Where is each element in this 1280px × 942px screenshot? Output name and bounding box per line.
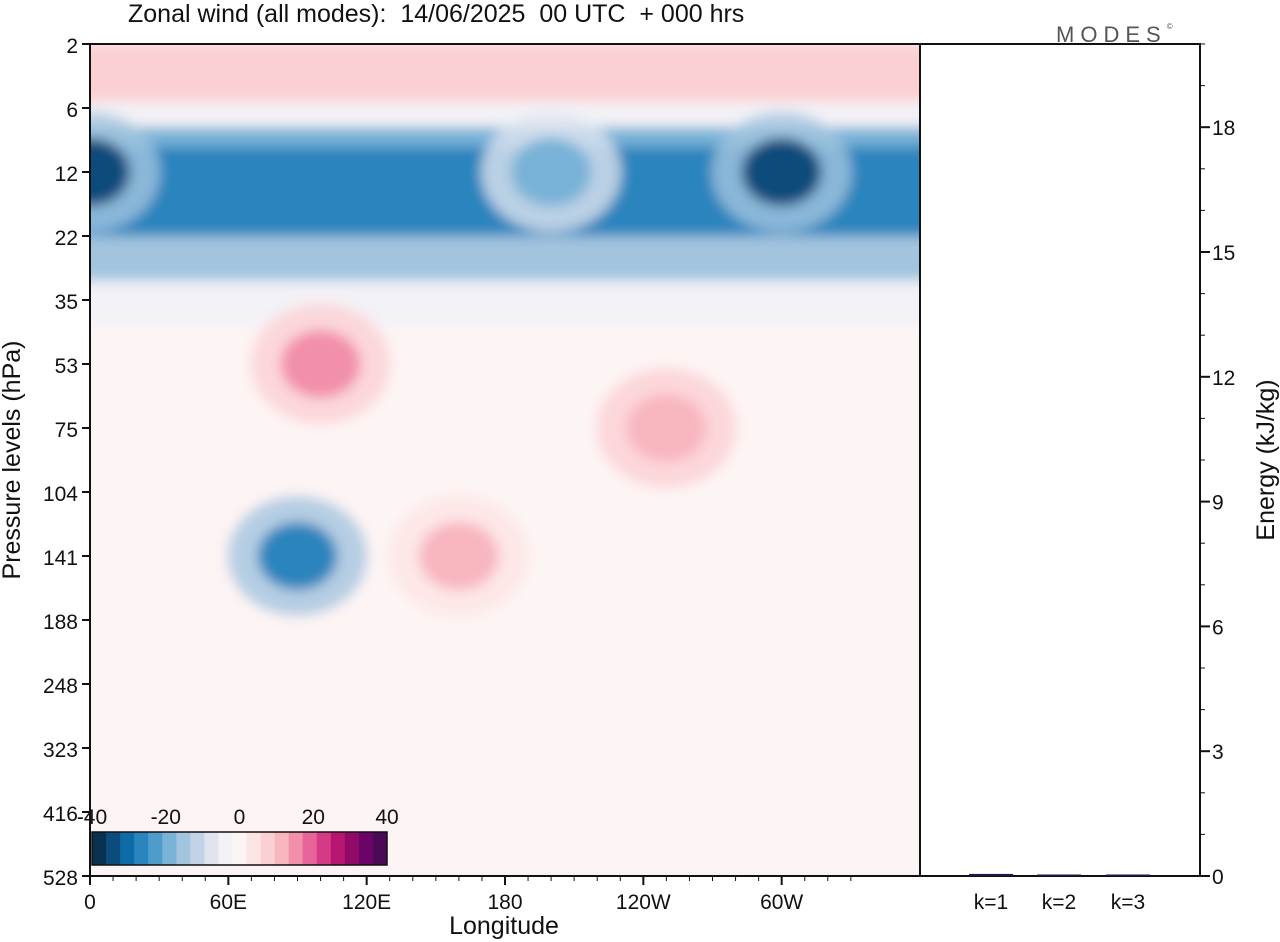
colorbar-swatch xyxy=(204,832,219,865)
longitude-axis: 0 60E 120E 180 120W 60W xyxy=(84,876,852,914)
y-tick-label: 188 xyxy=(43,611,78,634)
pressure-axis: 2 6 12 22 35 53 75 104 141 188 248 323 416 528 xyxy=(43,35,90,890)
modes-logo: MODES© xyxy=(1056,22,1173,48)
colorbar-swatch xyxy=(120,832,135,865)
y-tick-label: 12 xyxy=(55,163,78,186)
colorbar-swatch xyxy=(92,832,107,865)
colorbar-swatch xyxy=(288,832,304,865)
colorbar-swatch xyxy=(176,832,191,865)
y-tick-label: 75 xyxy=(55,419,78,442)
x-tick-label: 120E xyxy=(342,891,391,914)
chart-title: Zonal wind (all modes): 14/06/2025 00 UT… xyxy=(128,0,745,28)
energy-tick-label: 0 xyxy=(1212,866,1224,889)
y-tick-label: 6 xyxy=(66,99,78,122)
colorbar-tick-label: 0 xyxy=(234,806,246,829)
colorbar-tick-label: -40 xyxy=(77,806,107,829)
colorbar-swatch xyxy=(358,832,374,865)
field-feature-core xyxy=(257,522,338,590)
field-feature-core xyxy=(280,330,361,398)
field-feature-core xyxy=(418,522,499,590)
energy-chart: 0 3 6 9 12 15 18 k=1 k=2 k=3 xyxy=(969,43,1235,914)
colorbar-tick-label: 40 xyxy=(375,806,398,829)
field-feature-core xyxy=(511,138,592,206)
energy-bar xyxy=(1037,874,1081,876)
y-axis-label: Pressure levels (hPa) xyxy=(0,341,26,580)
y-tick-label: 35 xyxy=(55,291,78,314)
colorbar-swatch xyxy=(330,832,346,865)
y-tick-label: 248 xyxy=(43,675,78,698)
colorbar-swatch xyxy=(260,832,276,865)
colorbar-tick-label: -20 xyxy=(151,806,181,829)
x-axis-label: Longitude xyxy=(449,912,559,940)
energy-tick-label: 3 xyxy=(1212,741,1224,764)
y-tick-label: 104 xyxy=(43,483,78,506)
logo-mark: © xyxy=(1166,22,1173,31)
colorbar-swatch xyxy=(134,832,149,865)
energy-tick-label: 9 xyxy=(1212,492,1224,515)
energy-axis-label: Energy (kJ/kg) xyxy=(1252,379,1280,540)
y-tick-label: 416 xyxy=(43,803,78,826)
y-tick-label: 528 xyxy=(43,867,78,890)
colorbar-swatch xyxy=(148,832,163,865)
field-band-5 xyxy=(90,280,920,326)
colorbar-swatch xyxy=(274,832,290,865)
colorbar-swatch xyxy=(232,832,248,865)
colorbar-tick-label: 20 xyxy=(302,806,325,829)
x-tick-label: 120W xyxy=(616,891,671,914)
colorbar-swatch xyxy=(190,832,205,865)
colorbar-swatch xyxy=(162,832,177,865)
colorbar: -40 -20 0 20 40 xyxy=(77,806,399,866)
field-feature-core xyxy=(741,138,822,206)
colorbar-swatch xyxy=(302,832,318,865)
colorbar-swatch xyxy=(344,832,360,865)
energy-category-label: k=1 xyxy=(974,891,1008,914)
colorbar-swatch xyxy=(372,832,388,865)
energy-tick-label: 18 xyxy=(1212,117,1235,140)
colorbar-swatch xyxy=(106,832,121,865)
colorbar-frame xyxy=(91,831,388,866)
energy-panel xyxy=(919,43,1201,877)
energy-category-label: k=3 xyxy=(1111,891,1145,914)
y-tick-label: 141 xyxy=(43,547,78,570)
energy-tick-label: 15 xyxy=(1212,242,1235,265)
y-tick-label: 22 xyxy=(55,227,78,250)
field-band-4 xyxy=(90,236,920,288)
colorbar-swatch xyxy=(246,832,262,865)
y-tick-label: 323 xyxy=(43,739,78,762)
y-tick-label: 2 xyxy=(66,35,78,58)
colorbar-swatch xyxy=(316,832,332,865)
x-tick-label: 0 xyxy=(84,891,96,914)
field-feature-core xyxy=(90,138,130,206)
x-tick-label: 60E xyxy=(210,891,247,914)
y-tick-label: 53 xyxy=(55,355,78,378)
energy-bar xyxy=(1106,874,1150,876)
energy-tick-label: 12 xyxy=(1212,367,1235,390)
energy-category-label: k=2 xyxy=(1042,891,1076,914)
energy-tick-label: 6 xyxy=(1212,616,1224,639)
x-tick-label: 180 xyxy=(487,891,522,914)
colorbar-swatch xyxy=(218,832,233,865)
x-tick-label: 60W xyxy=(760,891,803,914)
field-contours xyxy=(90,44,920,876)
energy-bar xyxy=(969,873,1013,876)
heatmap-field xyxy=(90,44,920,876)
field-feature-core xyxy=(626,394,707,462)
logo-text: MODES xyxy=(1056,22,1167,47)
field-band-0 xyxy=(90,44,920,102)
